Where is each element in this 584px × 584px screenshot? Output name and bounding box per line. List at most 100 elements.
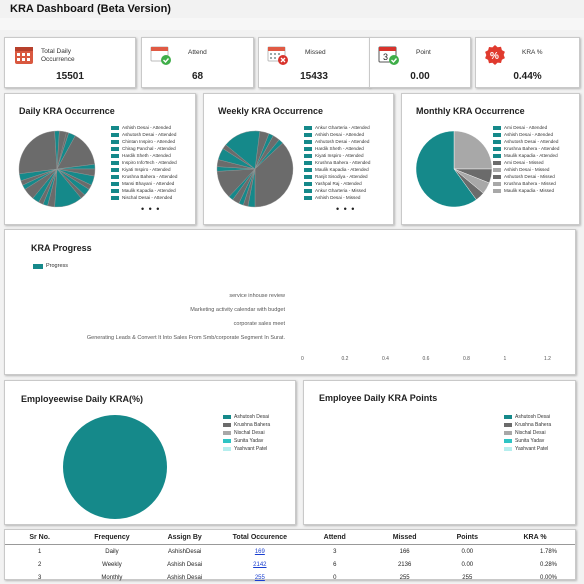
legend-label: Ashish Desai - Missed: [315, 195, 361, 200]
legend-item[interactable]: Nischal Desai: [504, 429, 551, 437]
legend-item[interactable]: Ami Desai - Attended: [493, 124, 559, 131]
kpi-label: Missed: [305, 49, 326, 56]
kpi-value: 68: [191, 71, 204, 82]
kpi-label: Attend: [188, 49, 207, 56]
legend-item[interactable]: Ashutosh Desai: [223, 413, 270, 421]
legend-swatch: [111, 167, 119, 172]
legend-label: Ashutosh Desai - Missed: [504, 174, 555, 179]
kpi-value: 15433: [300, 71, 328, 82]
legend-item[interactable]: Krushna Bahera - Attended: [111, 173, 177, 180]
legend-item[interactable]: Ashutosh Desai: [504, 413, 551, 421]
legend-item[interactable]: Maulik Kapadia - Missed: [493, 187, 559, 194]
legend-label: Krushna Bahera - Missed: [504, 181, 556, 186]
employee-daily-points-legend: Ashutosh Desai Krushna Bahera Nischal Desa…: [504, 413, 551, 453]
pie-slice[interactable]: [18, 130, 58, 174]
legend-item[interactable]: Ashish Desai - Missed: [493, 166, 559, 173]
legend-item[interactable]: Ashutosh Desai - Missed: [493, 173, 559, 180]
legend-item[interactable]: Ashutosh Desai - Attended: [111, 131, 177, 138]
legend-swatch: [111, 153, 119, 158]
legend-label: Maulik Kapadia - Attended: [315, 167, 369, 172]
legend-item[interactable]: Krushna Bahera: [504, 421, 551, 429]
table-cell[interactable]: 2142: [220, 558, 300, 571]
legend-label: Ami Desai - Missed: [504, 160, 544, 165]
legend-item[interactable]: Hardik Sheth - Attended: [111, 152, 177, 159]
weekly-legend-more[interactable]: • • •: [336, 204, 356, 214]
table-cell: 255: [399, 574, 410, 581]
legend-label: Krushna Bahera - Attended: [315, 160, 371, 165]
legend-item[interactable]: Ankur Gharteria - Attended: [304, 124, 370, 131]
legend-item[interactable]: Ankur Gharteria - Missed: [304, 187, 370, 194]
total-occurrence-link[interactable]: 255: [254, 574, 265, 581]
kpi-value: 0.00: [410, 71, 430, 82]
legend-label: Maulik Kapadia - Attended: [122, 188, 176, 193]
weekly-occurrence-legend: Ankur Gharteria - Attended Ashish Desai -…: [304, 124, 370, 201]
pie-slice[interactable]: [415, 130, 477, 208]
legend-item[interactable]: Inspiro InfoTech - Attended: [111, 159, 177, 166]
legend-label: Mansi Bhayani - Attended: [122, 181, 175, 186]
legend-item[interactable]: Chirag Panchal - Attended: [111, 145, 177, 152]
legend-swatch: [504, 447, 512, 451]
legend-item[interactable]: Krushna Bahera - Attended: [304, 159, 370, 166]
kra-progress-panel: KRA Progress Progress service inhouse re…: [4, 229, 576, 375]
legend-item[interactable]: Mansi Bhayani - Attended: [111, 180, 177, 187]
legend-swatch: [504, 415, 512, 419]
legend-item[interactable]: Sunita Yadav: [223, 437, 270, 445]
legend-item[interactable]: Yashvant Patel: [504, 445, 551, 453]
legend-item[interactable]: Yashvant Patel: [223, 445, 270, 453]
table-cell[interactable]: 169: [220, 545, 300, 559]
legend-item[interactable]: Ashish Desai - Missed: [304, 194, 370, 201]
legend-label: Maulik Kapadia - Attended: [504, 153, 558, 158]
legend-item[interactable]: Krushna Bahera: [223, 421, 270, 429]
legend-item[interactable]: Ami Desai - Missed: [493, 159, 559, 166]
legend-swatch: [504, 439, 512, 443]
weekly-occurrence-panel: Weekly KRA Occurrence Ankur Gharteria - …: [203, 93, 394, 225]
legend-item[interactable]: Ashutosh Desai - Attended: [493, 138, 559, 145]
legend-item[interactable]: Yashpal Raj - Attended: [304, 180, 370, 187]
legend-item[interactable]: Maulik Kapadia - Attended: [111, 187, 177, 194]
legend-item[interactable]: Nischal Desai: [223, 429, 270, 437]
legend-label: Hardik Sheth - Attended: [315, 146, 364, 151]
legend-item[interactable]: Krushna Bahera - Missed: [493, 180, 559, 187]
svg-text:3: 3: [383, 52, 388, 62]
pie-slice[interactable]: [254, 142, 294, 208]
legend-item[interactable]: Maulik Kapadia - Attended: [304, 166, 370, 173]
legend-item[interactable]: Ashutosh Desai - Attended: [304, 138, 370, 145]
legend-label: Inspiro InfoTech - Attended: [122, 160, 177, 165]
legend-label: Chirag Panchal - Attended: [122, 146, 176, 151]
legend-item[interactable]: Hardik Sheth - Attended: [304, 145, 370, 152]
pie-slice[interactable]: [56, 130, 67, 170]
weekly-occurrence-pie: [216, 130, 294, 208]
pie-slice[interactable]: [453, 130, 493, 170]
legend-swatch: [223, 439, 231, 443]
legend-swatch: [304, 146, 312, 151]
legend-label: Ashutosh Desai - Attended: [504, 139, 559, 144]
legend-item[interactable]: Maulik Kapadia - Attended: [493, 152, 559, 159]
legend-item[interactable]: Kiyati Inspiro - Attended: [111, 166, 177, 173]
table-cell[interactable]: 255: [220, 571, 300, 584]
kpi-card: 3 Point 0.00: [369, 37, 471, 88]
legend-item[interactable]: Sunita Yadav: [504, 437, 551, 445]
legend-item[interactable]: Ranjit Sisodiya - Attended: [304, 173, 370, 180]
legend-swatch: [304, 188, 312, 193]
kpi-card: % KRA % 0.44%: [475, 37, 580, 88]
daily-occurrence-title: Daily KRA Occurrence: [19, 106, 115, 116]
legend-item[interactable]: Ashish Desai - Attended: [304, 131, 370, 138]
legend-label: Chintan Inspiro - Attended: [122, 139, 176, 144]
legend-label: Yashvant Patel: [515, 445, 549, 452]
legend-swatch: [111, 125, 119, 130]
table-cell: 0.00%: [539, 574, 557, 581]
calendar-missed-icon: [267, 44, 289, 66]
legend-item[interactable]: Kiyati Inspiro - Attended: [304, 152, 370, 159]
legend-swatch: [504, 431, 512, 435]
legend-item[interactable]: Chintan Inspiro - Attended: [111, 138, 177, 145]
pie-slice[interactable]: [225, 130, 260, 170]
legend-item[interactable]: Krushna Bahera - Attended: [493, 145, 559, 152]
legend-item[interactable]: Nischal Desai - Attended: [111, 194, 177, 201]
table-header: KRA %: [495, 531, 575, 545]
total-occurrence-link[interactable]: 169: [254, 548, 265, 555]
daily-legend-more[interactable]: • • •: [141, 204, 161, 214]
legend-item[interactable]: Ashish Desai - Attended: [111, 124, 177, 131]
legend-item[interactable]: Ashish Desai - Attended: [493, 131, 559, 138]
total-occurrence-link[interactable]: 2142: [253, 561, 267, 568]
legend-label: Nischal Desai: [234, 429, 265, 436]
